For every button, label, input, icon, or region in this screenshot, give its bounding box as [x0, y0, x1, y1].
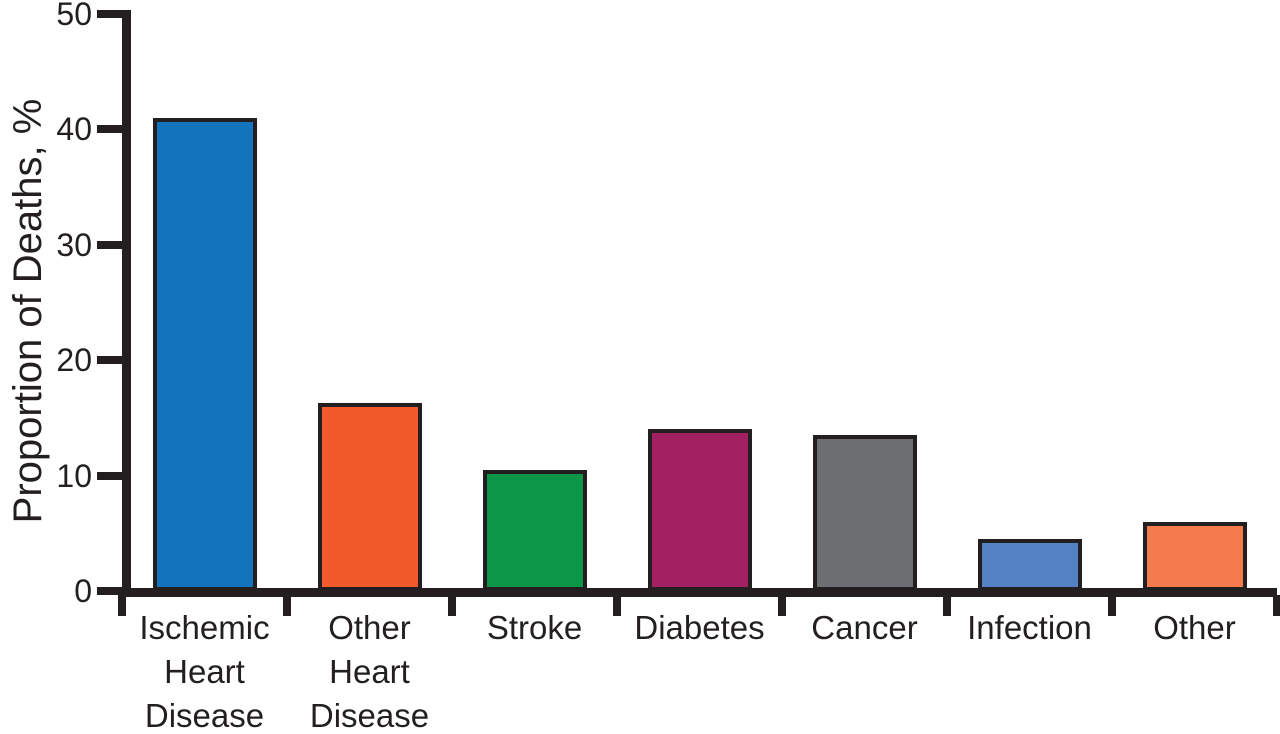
bar-infection [978, 539, 1082, 591]
y-axis-tick [97, 472, 124, 480]
x-axis-tick [778, 595, 786, 616]
x-axis-tick [943, 595, 951, 616]
x-category-label: Stroke [440, 606, 629, 650]
y-tick-label: 50 [56, 0, 92, 32]
x-category-label: Cancer [770, 606, 959, 650]
y-axis-line [122, 10, 131, 597]
y-tick-label: 0 [74, 573, 92, 609]
x-category-label: Other [1100, 606, 1280, 650]
y-axis-tick [97, 587, 124, 595]
y-axis-tick [97, 241, 124, 249]
y-axis-tick [97, 356, 124, 364]
x-category-label-line: Other [328, 609, 411, 646]
y-tick-label: 10 [56, 458, 92, 494]
x-axis-tick [448, 595, 456, 616]
x-category-label: Other Heart Disease [275, 606, 464, 734]
x-axis-tick [1273, 595, 1280, 616]
y-axis-tick [97, 10, 124, 18]
x-category-label-line: Heart [329, 653, 410, 690]
x-axis-tick [613, 595, 621, 616]
bar-cancer [813, 435, 917, 591]
bar-stroke [483, 470, 587, 591]
y-tick-label: 30 [56, 227, 92, 263]
x-category-label-line: Diabetes [634, 609, 765, 646]
x-category-label-line: Disease [144, 697, 265, 734]
x-category-label: Infection [935, 606, 1124, 650]
x-category-label-line: Infection [967, 609, 1092, 646]
x-category-label-line: Ischemic [139, 609, 270, 646]
x-axis-tick [283, 595, 291, 616]
x-category-label-line: Other [1153, 609, 1236, 646]
x-category-label: Ischemic Heart Disease [110, 606, 299, 734]
y-axis-tick [97, 125, 124, 133]
y-tick-label: 20 [56, 342, 92, 378]
x-category-label: Diabetes [605, 606, 794, 650]
x-axis-line [122, 588, 1277, 597]
x-category-label-line: Cancer [811, 609, 918, 646]
bar-other [1143, 522, 1247, 591]
y-tick-label: 40 [56, 111, 92, 147]
x-axis-tick [118, 595, 126, 616]
x-category-label-line: Stroke [486, 609, 583, 646]
bar-other-heart-disease [318, 403, 422, 591]
x-category-label-line: Heart [164, 653, 245, 690]
x-axis-tick [1108, 595, 1116, 616]
bar-ischemic-heart-disease [153, 118, 257, 591]
x-category-label-line: Disease [309, 697, 430, 734]
y-axis-title: Proportion of Deaths, % [6, 98, 50, 524]
bar-diabetes [648, 429, 752, 591]
